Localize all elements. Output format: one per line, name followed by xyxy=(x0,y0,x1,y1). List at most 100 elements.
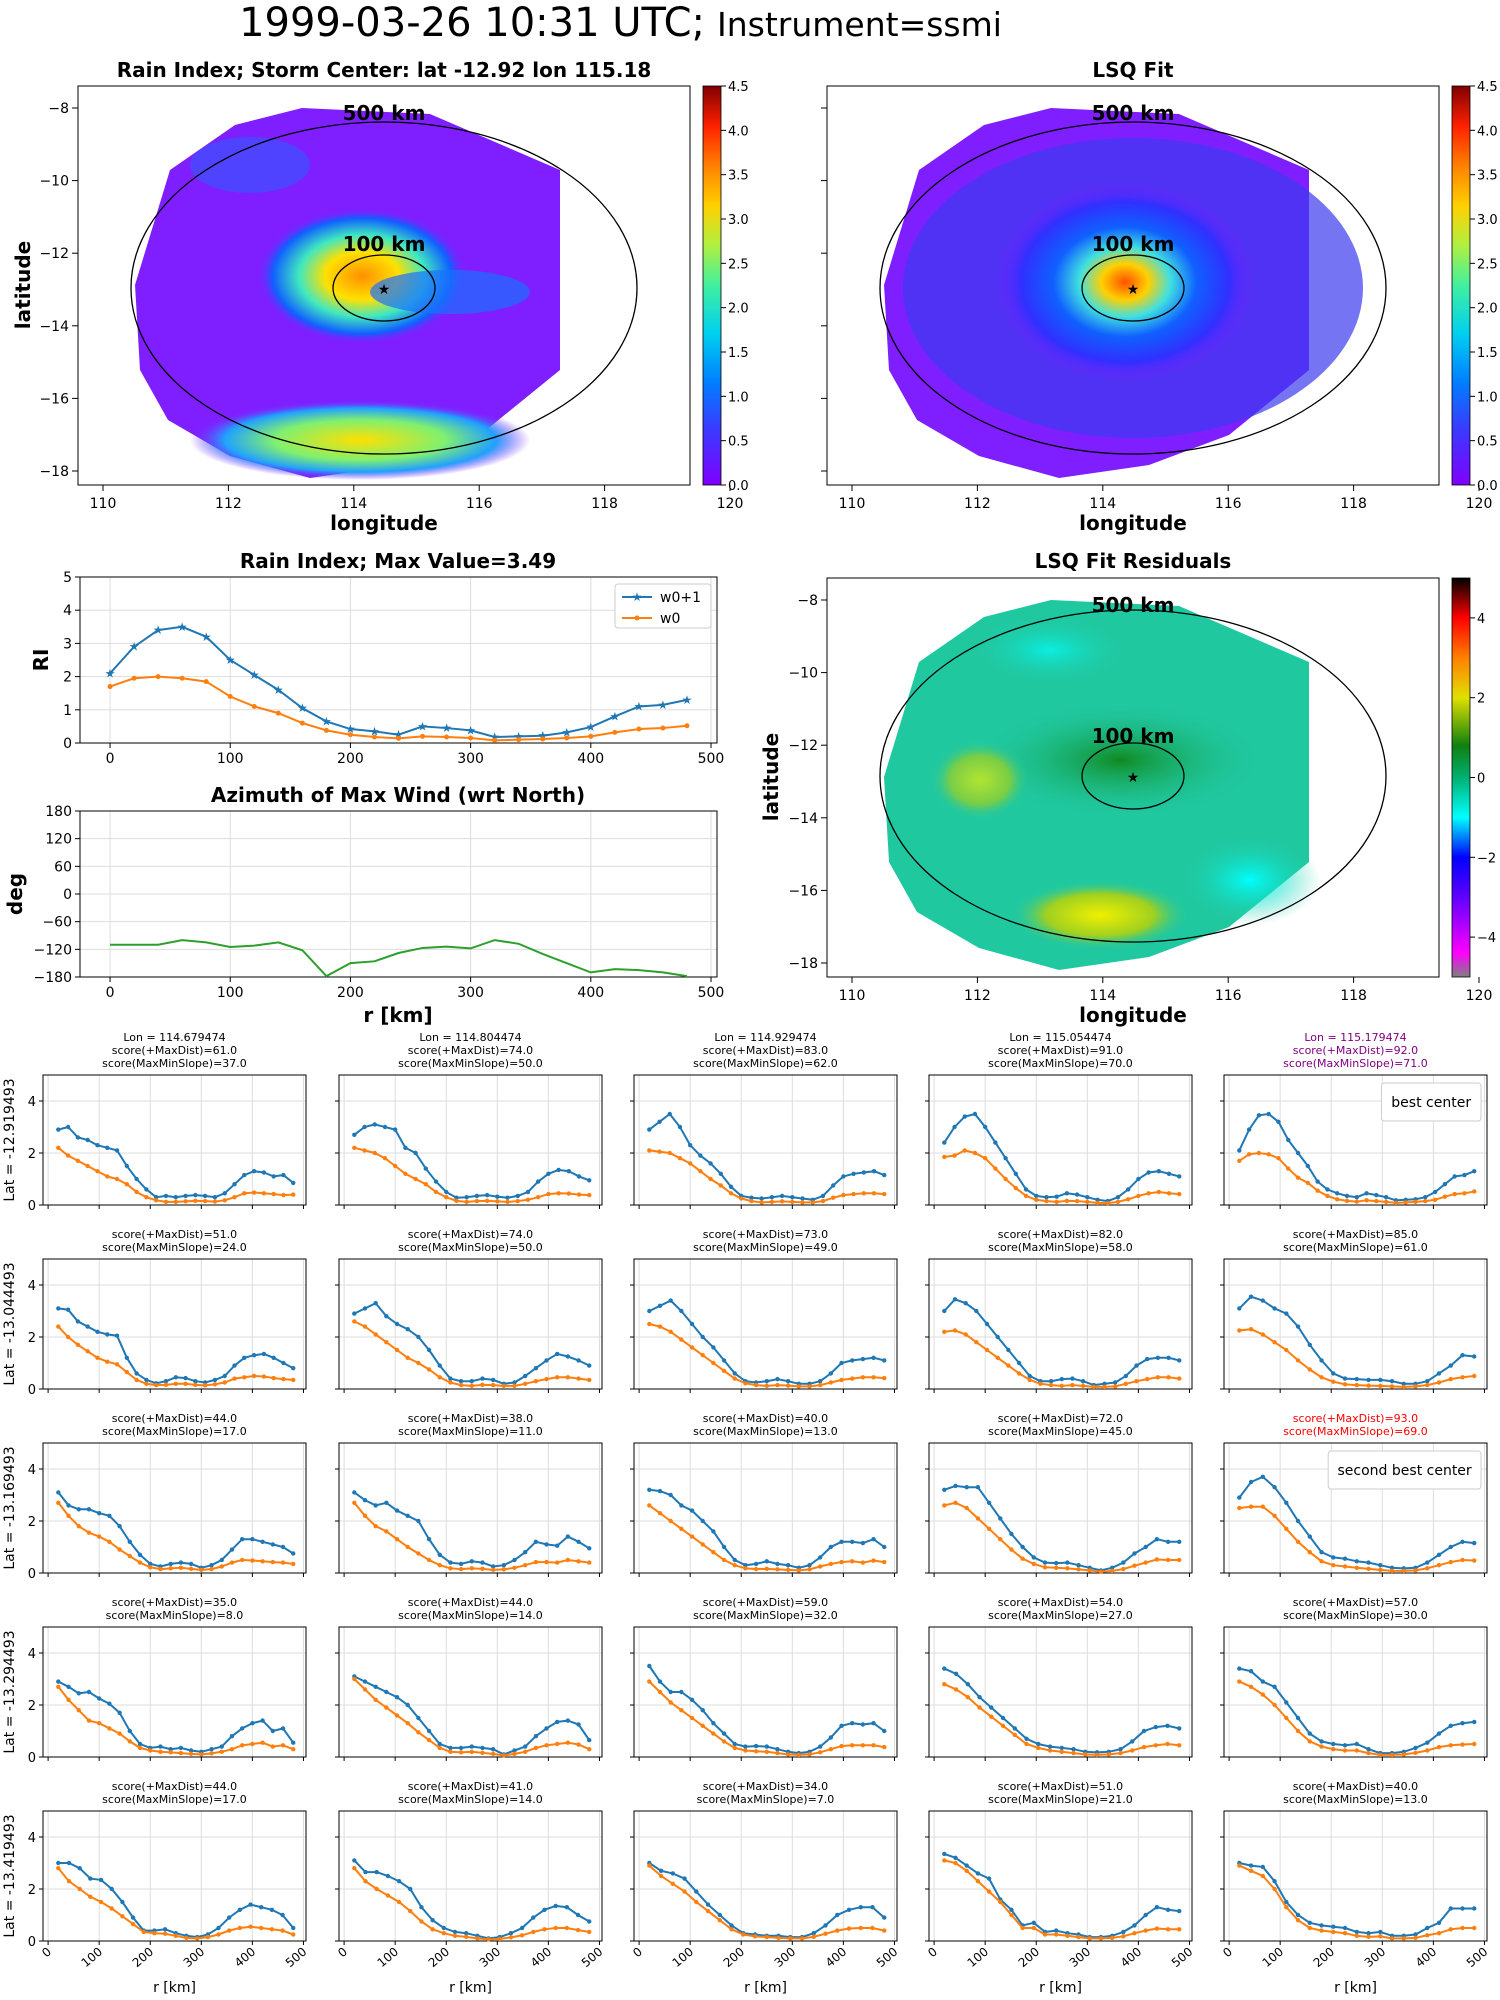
data-point xyxy=(790,1195,795,1200)
panel-xlabel: r [km] xyxy=(153,1980,196,1996)
y-tick-label: −120 xyxy=(34,942,72,958)
panel-frame xyxy=(42,1442,307,1574)
data-point xyxy=(554,1560,560,1565)
colorbar-tick-label: 2.0 xyxy=(1477,302,1498,317)
data-point xyxy=(114,1362,120,1367)
data-point xyxy=(1378,1567,1383,1573)
data-point xyxy=(565,1718,571,1723)
rain-ring-100-label: 100 km xyxy=(343,232,426,256)
data-point xyxy=(75,1319,81,1324)
data-point xyxy=(1165,1907,1171,1913)
data-point xyxy=(871,1169,877,1174)
data-point xyxy=(1038,1381,1043,1387)
data-point xyxy=(65,1124,71,1130)
panel-score-slope: score(MaxMinSlope)=70.0 xyxy=(988,1057,1133,1070)
data-point xyxy=(807,1752,812,1757)
data-point xyxy=(1085,1199,1090,1205)
data-point xyxy=(163,1193,169,1199)
rain-colorbar xyxy=(702,85,722,486)
data-point xyxy=(85,1163,90,1169)
data-point xyxy=(291,1932,296,1937)
lon-tick-label: 112 xyxy=(964,988,991,1004)
data-point xyxy=(373,1684,378,1690)
data-point xyxy=(1272,1340,1277,1345)
x-tick-label: 200 xyxy=(130,1945,157,1970)
data-point xyxy=(1295,1728,1301,1734)
w0-line xyxy=(354,1146,590,1203)
data-point xyxy=(1378,1929,1383,1935)
data-point xyxy=(587,1363,592,1368)
data-point xyxy=(698,1169,703,1174)
y-tick-label: −60 xyxy=(42,915,72,931)
data-point xyxy=(86,1718,92,1723)
data-point xyxy=(1177,1191,1182,1197)
data-point xyxy=(564,1905,570,1910)
data-point xyxy=(1448,1927,1453,1932)
data-point xyxy=(464,1199,469,1205)
data-point xyxy=(1472,1906,1477,1911)
panel-score-maxdist: score(+MaxDist)=38.0 xyxy=(408,1412,533,1425)
y-tick-label: 2 xyxy=(28,1331,36,1346)
data-point xyxy=(998,1899,1003,1905)
data-point xyxy=(807,1567,812,1572)
w0-line xyxy=(353,1678,590,1757)
w0-line xyxy=(57,1502,294,1571)
panel-score-maxdist: score(+MaxDist)=44.0 xyxy=(408,1596,533,1609)
data-point xyxy=(405,1702,410,1708)
panel-score-maxdist: score(+MaxDist)=40.0 xyxy=(1293,1780,1418,1793)
data-point xyxy=(679,1526,684,1532)
data-point xyxy=(1401,1384,1406,1390)
azimuth-chart: 0 100 200 300 400 500 −180 −120 −60 0 60 120 180 Azim… xyxy=(3,783,724,1027)
lsq-ring-500-label: 500 km xyxy=(1092,101,1175,125)
data-point xyxy=(1118,1747,1123,1752)
data-point xyxy=(124,1369,130,1375)
data-point xyxy=(222,1198,227,1203)
data-point xyxy=(828,1371,834,1376)
x-tick-label: 100 xyxy=(670,1945,697,1970)
data-point xyxy=(168,1561,173,1567)
data-point xyxy=(248,1924,253,1929)
data-point xyxy=(107,1701,112,1706)
panel-xlabel: r [km] xyxy=(449,1980,492,1996)
data-point xyxy=(1071,1747,1076,1752)
data-point xyxy=(416,1730,421,1735)
grid-panel: 0 2 4 Lon = 114.679474score(+MaxDist)=61.0s… xyxy=(2,1031,307,1214)
panel-frame xyxy=(1223,1074,1488,1206)
data-point xyxy=(1143,1912,1148,1918)
data-point xyxy=(1065,1933,1070,1939)
data-point xyxy=(437,1745,442,1751)
data-point xyxy=(1154,1557,1160,1562)
data-point xyxy=(1059,1383,1064,1389)
data-point xyxy=(1177,1376,1182,1381)
data-point xyxy=(1048,1379,1054,1384)
data-point xyxy=(512,1751,517,1757)
data-point xyxy=(1472,1741,1477,1747)
data-point xyxy=(1023,1193,1029,1199)
data-point xyxy=(588,733,594,739)
data-point xyxy=(141,1929,146,1935)
y-tick-label: 1 xyxy=(63,703,72,719)
panel-score-maxdist: score(+MaxDist)=40.0 xyxy=(703,1412,828,1425)
data-point xyxy=(437,1741,442,1747)
y-tick-label: 4 xyxy=(28,1831,36,1846)
grid-panel: 0 100 200 300 400 500 0 2 4 score(+MaxDist)=44.0s… xyxy=(2,1780,309,1996)
data-point-star: ★ xyxy=(513,729,524,743)
data-point xyxy=(117,1524,122,1529)
data-point xyxy=(1364,1191,1369,1196)
data-point xyxy=(352,1319,357,1324)
grid-panel: score(+MaxDist)=73.0score(MaxMinSlope)=4… xyxy=(630,1228,898,1393)
data-point xyxy=(858,1925,863,1931)
data-point xyxy=(1472,1925,1477,1931)
data-point xyxy=(779,1199,785,1204)
data-point xyxy=(463,1934,469,1940)
data-point xyxy=(1403,1200,1408,1205)
data-point xyxy=(1319,1375,1324,1380)
data-point xyxy=(565,1375,571,1380)
data-point xyxy=(137,1741,143,1747)
data-point xyxy=(222,1373,227,1379)
data-point xyxy=(1354,1382,1359,1388)
data-point xyxy=(458,1561,464,1567)
data-point xyxy=(668,1700,673,1705)
data-point xyxy=(677,1156,683,1161)
data-point xyxy=(1401,1936,1406,1941)
